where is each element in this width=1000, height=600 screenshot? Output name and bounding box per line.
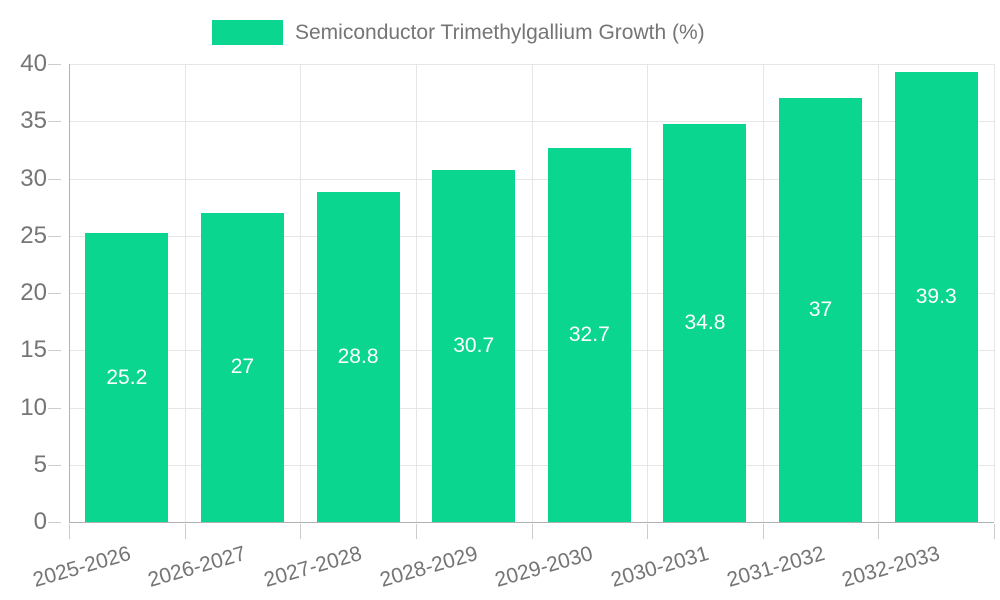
x-tick: [69, 524, 70, 539]
gridline-v: [647, 64, 649, 522]
y-tick: [48, 235, 61, 237]
bar[interactable]: 39.3: [894, 72, 978, 522]
bar-value-label: 39.3: [915, 284, 957, 308]
y-tick: [48, 121, 61, 123]
y-axis-label: 20: [20, 279, 47, 306]
bar-value-label: 30.7: [453, 334, 495, 358]
gridline-v: [994, 64, 995, 522]
bar-value-label: 32.7: [568, 322, 610, 346]
y-tick: [48, 350, 61, 352]
x-tick: [878, 524, 880, 539]
y-tick: [48, 293, 61, 294]
gridline-v: [878, 64, 880, 522]
gridline-v: [762, 64, 764, 522]
gridline-v: [184, 64, 186, 522]
bar[interactable]: 25.2: [85, 233, 169, 522]
legend: Semiconductor Trimethylgallium Growth (%…: [212, 20, 705, 45]
bar[interactable]: 34.8: [663, 123, 747, 522]
x-tick: [531, 524, 533, 539]
gridline-v: [531, 64, 533, 522]
bar-value-label: 25.2: [106, 365, 148, 389]
y-axis-label: 25: [20, 221, 47, 249]
bar-value-label: 34.8: [684, 310, 726, 334]
x-tick: [762, 524, 764, 539]
y-axis-label: 0: [33, 508, 47, 535]
bar-value-label: 27: [230, 355, 255, 379]
x-tick: [300, 524, 302, 539]
x-tick: [647, 524, 649, 539]
y-axis-line: [69, 64, 70, 522]
bar[interactable]: 28.8: [316, 192, 400, 522]
y-axis-label: 30: [20, 164, 47, 192]
bar-value-label: 28.8: [337, 345, 379, 369]
x-tick: [415, 524, 417, 539]
bar[interactable]: 32.7: [547, 147, 631, 522]
y-axis-label: 5: [33, 450, 47, 478]
bar[interactable]: 37: [779, 98, 863, 522]
y-tick: [48, 64, 61, 65]
x-tick: [184, 524, 186, 539]
y-tick: [48, 464, 61, 466]
x-baseline: [69, 522, 994, 523]
y-axis-label: 40: [20, 50, 47, 77]
bar[interactable]: 30.7: [432, 170, 516, 522]
y-axis-label: 10: [20, 393, 47, 421]
y-tick: [48, 522, 61, 523]
y-axis-label: 15: [20, 336, 47, 364]
y-tick: [48, 178, 61, 180]
y-tick: [48, 407, 61, 409]
legend-swatch: [212, 20, 283, 45]
bar-value-label: 37: [808, 298, 833, 322]
x-tick: [994, 524, 995, 539]
bar[interactable]: 27: [200, 212, 284, 522]
gridline-v: [300, 64, 302, 522]
gridline-v: [415, 64, 417, 522]
legend-label: Semiconductor Trimethylgallium Growth (%…: [295, 21, 705, 44]
y-axis-label: 35: [20, 107, 47, 135]
